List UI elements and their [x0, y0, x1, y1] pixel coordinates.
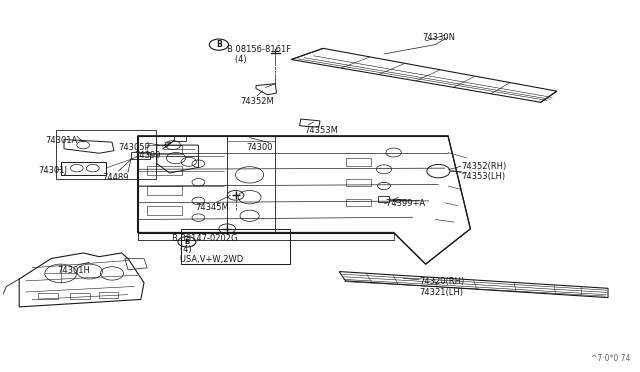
- Bar: [346, 158, 371, 166]
- Text: 74305P: 74305P: [118, 143, 150, 152]
- Text: 74320(RH)
74321(LH): 74320(RH) 74321(LH): [419, 277, 465, 296]
- Text: 74353M: 74353M: [304, 126, 338, 135]
- Bar: [38, 293, 58, 299]
- Bar: [56, 130, 156, 179]
- Bar: [378, 196, 389, 202]
- Text: B 08147-0202G
   (4)
   USA,V+W,2WD: B 08147-0202G (4) USA,V+W,2WD: [172, 234, 243, 264]
- Text: 74489: 74489: [102, 173, 129, 182]
- Text: B: B: [184, 239, 189, 245]
- Bar: [61, 162, 106, 175]
- Bar: [70, 293, 90, 299]
- Text: B 08156-8161F
   (4): B 08156-8161F (4): [227, 45, 291, 64]
- Text: ^7·0*0 74: ^7·0*0 74: [591, 354, 630, 363]
- Text: 74330N: 74330N: [422, 33, 456, 42]
- Bar: [131, 152, 150, 159]
- Bar: [147, 206, 182, 215]
- Text: B: B: [216, 40, 221, 49]
- Polygon shape: [339, 272, 608, 298]
- Bar: [346, 179, 371, 186]
- Text: -74399+A: -74399+A: [384, 199, 426, 208]
- Bar: [346, 199, 371, 206]
- Text: 74300: 74300: [246, 143, 273, 152]
- Polygon shape: [138, 136, 470, 264]
- Text: 74352M: 74352M: [240, 97, 274, 106]
- Bar: [99, 292, 118, 298]
- Text: 74345M: 74345M: [195, 203, 229, 212]
- Text: 74352(RH)
74353(LH): 74352(RH) 74353(LH): [461, 162, 506, 181]
- Bar: [174, 136, 186, 141]
- Text: 74301A: 74301A: [45, 136, 77, 145]
- Bar: [147, 166, 182, 175]
- Bar: [147, 145, 182, 154]
- Bar: [181, 229, 290, 264]
- Text: 74301J: 74301J: [38, 166, 67, 174]
- Text: 74301H: 74301H: [58, 266, 90, 275]
- Text: 74399: 74399: [134, 151, 161, 160]
- Bar: [147, 186, 182, 195]
- Polygon shape: [19, 253, 144, 307]
